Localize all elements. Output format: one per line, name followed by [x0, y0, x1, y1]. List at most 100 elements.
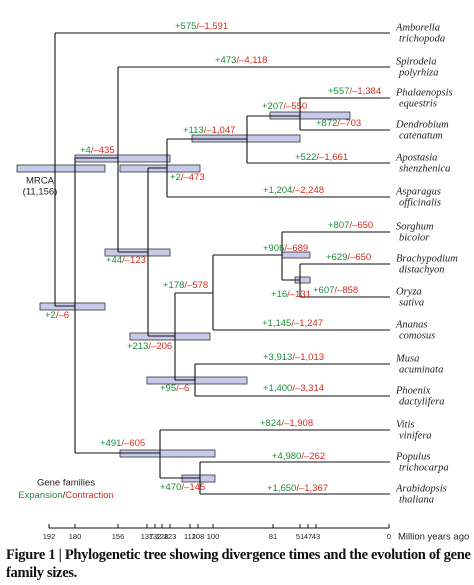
contraction: –1,384	[352, 86, 381, 97]
root-label: MRCA	[26, 176, 55, 187]
contraction: –1,908	[284, 418, 313, 429]
contraction: –650	[350, 252, 371, 263]
contraction: –650	[352, 220, 373, 231]
branch-label: +872/–703	[316, 118, 361, 129]
expansion: +470	[160, 482, 181, 493]
interval-bar	[146, 376, 248, 385]
expansion: +824	[260, 418, 281, 429]
branch-label: +607/–858	[313, 285, 358, 296]
separator: /	[296, 483, 299, 494]
taxon-species: distachyon	[399, 264, 445, 275]
branch-label: +113/–1,047	[183, 125, 235, 136]
branch-label: +2/–6	[45, 310, 69, 321]
expansion: +473	[215, 55, 236, 66]
caption: Figure 1 | Phylogenetic tree showing div…	[6, 547, 471, 581]
axis-tick-label: 123	[164, 532, 177, 541]
separator: /	[204, 125, 207, 136]
branch-label: +473/–4,118	[215, 55, 267, 66]
expansion: +1,400	[263, 383, 292, 394]
branch-label: +824/–1,908	[260, 418, 313, 429]
taxon-genus: Populus	[395, 451, 430, 462]
separator: /	[292, 383, 295, 394]
legend-separator: /	[63, 490, 66, 501]
separator: /	[181, 482, 184, 493]
root-count: (11,156)	[23, 187, 58, 198]
branch-label: +178/–578	[163, 280, 208, 291]
contraction: –131	[290, 289, 311, 300]
branch-label: +4/–435	[80, 145, 115, 156]
taxon-genus: Amborella	[395, 22, 440, 33]
branch-label: +1,145/–1,247	[262, 318, 323, 329]
branch-label: +1,204/–2,248	[263, 185, 324, 196]
separator: /	[284, 243, 287, 254]
contraction: –3,314	[295, 383, 324, 394]
separator: /	[122, 255, 125, 266]
expansion: +807	[328, 220, 349, 231]
branch-label: +207/–550	[262, 101, 307, 112]
contraction: –1,247	[294, 318, 323, 329]
expansion: +872	[316, 118, 337, 129]
axis-tick-label: 108	[192, 532, 205, 541]
branch-label: +629/–650	[326, 252, 371, 263]
axis-tick-label: 0	[387, 532, 391, 541]
legend-contraction: Contraction	[65, 490, 114, 501]
contraction: –123	[125, 255, 146, 266]
separator: /	[287, 289, 290, 300]
branch-label: +213/–206	[127, 341, 172, 352]
axis-tick-label: 47	[304, 532, 312, 541]
expansion: +113	[183, 125, 204, 136]
branch-label: +1,400/–3,314	[263, 383, 324, 394]
separator: /	[316, 152, 319, 163]
axis-tick-label: 132	[149, 532, 162, 541]
taxon-species: trichocarpa	[399, 462, 449, 473]
axis-tick-label: 192	[43, 532, 56, 541]
contraction: –689	[287, 243, 308, 254]
taxon-genus: Dendrobium	[395, 119, 449, 130]
contraction: –858	[337, 285, 358, 296]
branch-label: +3,913/–1,013	[263, 352, 324, 363]
expansion: +1,204	[263, 185, 292, 196]
separator: /	[337, 118, 340, 129]
contraction: –1,661	[319, 152, 348, 163]
contraction: –1,047	[206, 125, 235, 136]
taxon-species: sativa	[399, 297, 424, 308]
taxon-species: officinalis	[399, 197, 441, 208]
taxon-species: trichopoda	[399, 33, 445, 44]
contraction: –6	[58, 310, 69, 321]
separator: /	[283, 101, 286, 112]
expansion: +4	[80, 145, 91, 156]
separator: /	[292, 352, 295, 363]
branch-label: +575/–1,591	[175, 21, 228, 32]
expansion: +1,145	[262, 318, 291, 329]
axis-tick-label: 51	[296, 532, 304, 541]
contraction: –703	[340, 118, 361, 129]
expansion: +3,913	[263, 352, 292, 363]
expansion: +2	[45, 310, 56, 321]
axis-tick-label: 112	[184, 532, 196, 541]
branch-label: +1,650/–1,367	[267, 483, 328, 494]
expansion: +557	[328, 86, 349, 97]
contraction: –435	[93, 145, 114, 156]
separator: /	[334, 285, 337, 296]
axis-tick-label: 43	[312, 532, 320, 541]
contraction: –2,248	[295, 185, 324, 196]
contraction: –262	[304, 451, 325, 462]
contraction: –473	[183, 172, 204, 183]
contraction: –1,013	[295, 352, 324, 363]
separator: /	[292, 185, 295, 196]
legend-entries: Expansion/Contraction	[18, 490, 114, 501]
separator: /	[281, 418, 284, 429]
contraction: –4,118	[239, 55, 267, 66]
taxon-genus: Apostasia	[395, 152, 437, 163]
branch-label: +807/–650	[328, 220, 373, 231]
taxon-species: comosus	[399, 330, 435, 341]
separator: /	[121, 438, 124, 449]
expansion: +1,650	[267, 483, 296, 494]
taxon-species: polyrhiza	[398, 67, 438, 78]
contraction: –578	[187, 280, 208, 291]
contraction: –1,367	[299, 483, 328, 494]
expansion: +575	[175, 21, 196, 32]
expansion: +491	[100, 438, 121, 449]
expansion: +95	[160, 383, 176, 394]
